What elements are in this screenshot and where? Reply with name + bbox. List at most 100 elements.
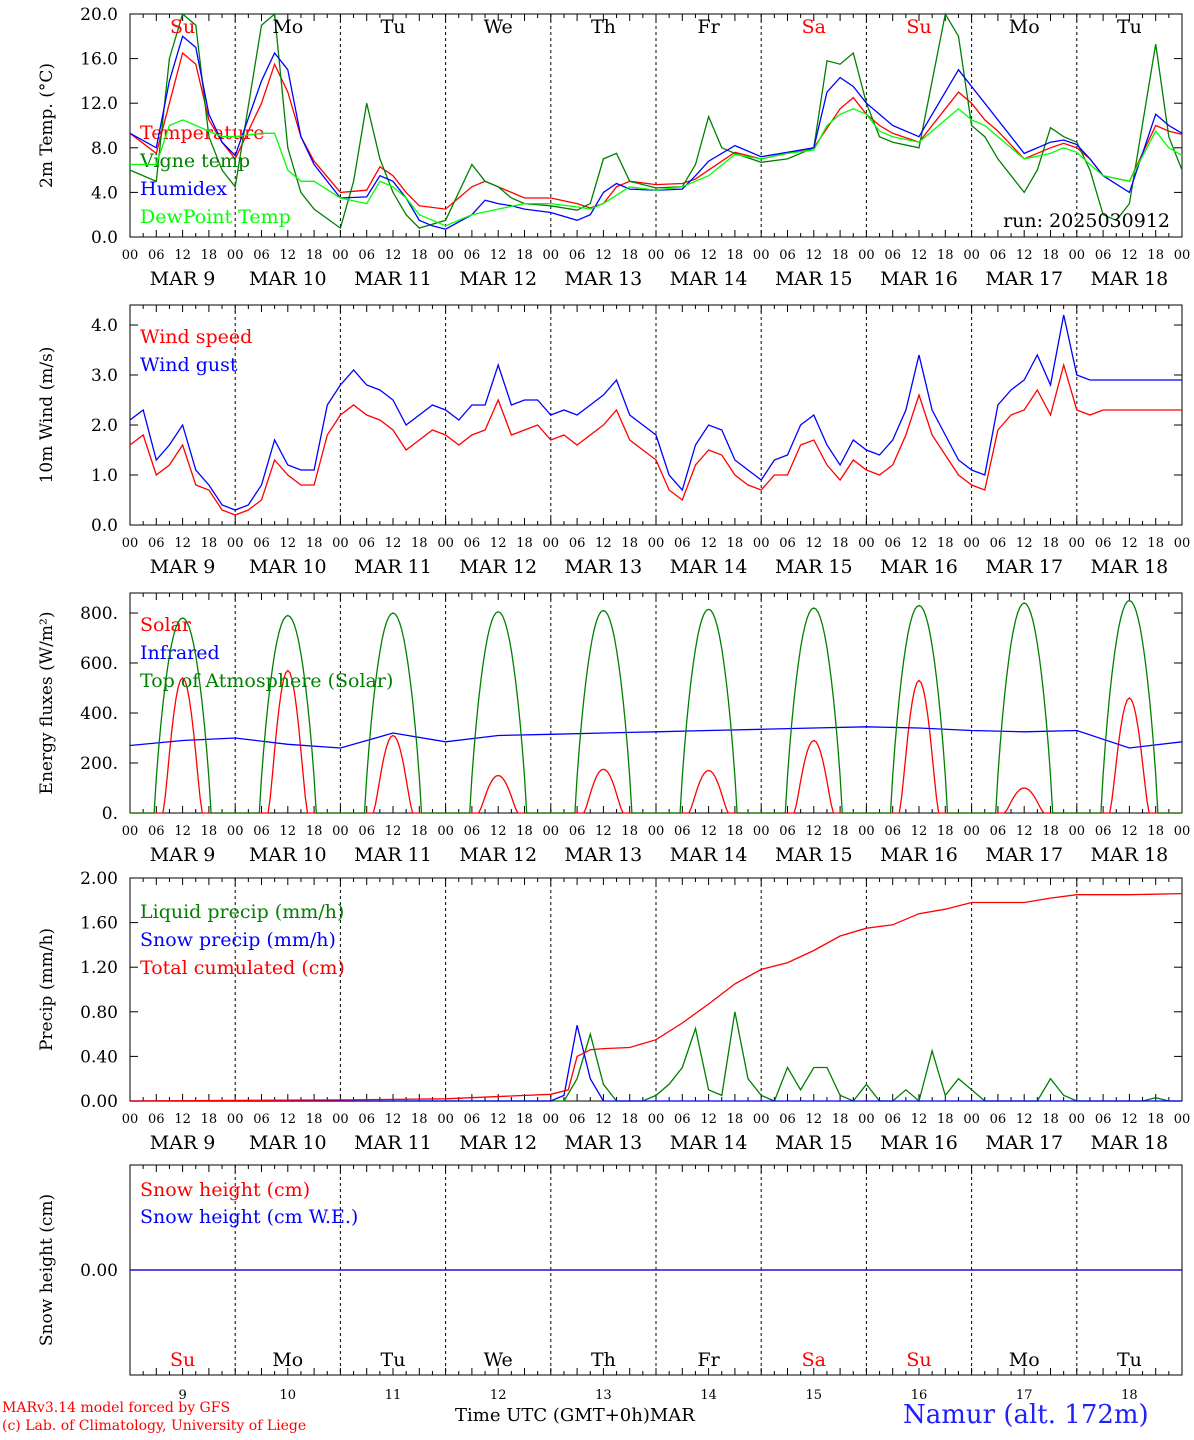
panel-frame xyxy=(129,13,1183,238)
hour-tick-label: 18 xyxy=(516,536,533,551)
hour-tick-label: 06 xyxy=(569,248,586,263)
hour-tick-label: 18 xyxy=(201,248,218,263)
hour-tick-label: 06 xyxy=(1095,248,1112,263)
hour-tick-label: 00 xyxy=(963,824,980,839)
date-label: MAR 9 xyxy=(150,268,216,290)
y-tick-label: 200. xyxy=(80,754,118,774)
hour-tick-label: 18 xyxy=(306,1112,323,1127)
day-number: 13 xyxy=(595,1388,612,1403)
day-name: Su xyxy=(906,16,931,38)
hour-tick-label: 00 xyxy=(963,1112,980,1127)
hour-tick-label: 12 xyxy=(1121,824,1138,839)
y-tick-label: 0. xyxy=(102,804,118,824)
day-number: 12 xyxy=(490,1388,507,1403)
month-label: MAR xyxy=(649,1405,695,1426)
hour-tick-label: 00 xyxy=(122,1112,139,1127)
hour-tick-label: 18 xyxy=(516,248,533,263)
day-number: 14 xyxy=(700,1388,717,1403)
hour-tick-label: 18 xyxy=(1042,1112,1059,1127)
day-name: Sa xyxy=(802,16,826,38)
legend-entry: Total cumulated (cm) xyxy=(140,957,345,979)
date-label: MAR 12 xyxy=(459,844,537,866)
day-name: Su xyxy=(170,1349,195,1371)
date-label: MAR 17 xyxy=(985,844,1063,866)
hour-tick-label: 06 xyxy=(253,536,270,551)
date-label: MAR 17 xyxy=(985,1132,1063,1154)
day-name: Th xyxy=(591,1349,616,1371)
hour-tick-label: 06 xyxy=(569,1112,586,1127)
date-label: MAR 14 xyxy=(670,1132,748,1154)
y-tick-label: 0.00 xyxy=(80,1261,118,1281)
hour-tick-label: 12 xyxy=(1016,248,1033,263)
series-line xyxy=(129,362,1182,516)
hour-tick-label: 06 xyxy=(1095,1112,1112,1127)
hour-tick-label: 18 xyxy=(306,824,323,839)
date-label: MAR 14 xyxy=(670,844,748,866)
y-tick-label: 4.0 xyxy=(91,183,118,203)
hour-tick-label: 06 xyxy=(464,536,481,551)
hour-tick-label: 00 xyxy=(543,824,560,839)
y-tick-label: 0.80 xyxy=(80,1003,118,1023)
day-number: 16 xyxy=(911,1388,928,1403)
hour-tick-label: 18 xyxy=(621,536,638,551)
hour-tick-label: 06 xyxy=(990,824,1007,839)
hour-tick-label: 18 xyxy=(727,536,744,551)
date-label: MAR 10 xyxy=(249,556,327,578)
hour-tick-label: 12 xyxy=(174,1112,191,1127)
hour-tick-label: 06 xyxy=(253,824,270,839)
hour-tick-label: 06 xyxy=(674,824,691,839)
hour-tick-label: 00 xyxy=(753,824,770,839)
day-number: 17 xyxy=(1016,1388,1033,1403)
y-tick-label: 0.0 xyxy=(91,516,118,536)
y-tick-label: 3.0 xyxy=(91,366,118,386)
hour-tick-label: 00 xyxy=(227,824,244,839)
hour-tick-label: 12 xyxy=(280,536,297,551)
hour-tick-label: 18 xyxy=(621,824,638,839)
hour-tick-label: 18 xyxy=(516,824,533,839)
hour-tick-label: 00 xyxy=(1174,1112,1191,1127)
y-tick-label: 800. xyxy=(80,604,118,624)
hour-tick-label: 06 xyxy=(464,1112,481,1127)
hour-tick-label: 00 xyxy=(1069,248,1086,263)
hour-tick-label: 00 xyxy=(1174,824,1191,839)
hour-tick-label: 12 xyxy=(806,248,823,263)
date-label: MAR 15 xyxy=(775,556,853,578)
y-tick-label: 8.0 xyxy=(91,139,118,159)
date-label: MAR 11 xyxy=(354,268,432,290)
date-label: MAR 12 xyxy=(459,556,537,578)
hour-tick-label: 12 xyxy=(490,248,507,263)
legend-entry: Infrared xyxy=(140,642,220,664)
hour-tick-label: 18 xyxy=(832,1112,849,1127)
date-label: MAR 15 xyxy=(775,268,853,290)
legend-entry: Temperature xyxy=(140,122,264,144)
hour-tick-label: 18 xyxy=(832,248,849,263)
hour-tick-label: 00 xyxy=(437,536,454,551)
date-label: MAR 13 xyxy=(565,1132,643,1154)
hour-tick-label: 12 xyxy=(911,248,928,263)
hour-tick-label: 12 xyxy=(911,536,928,551)
hour-tick-label: 00 xyxy=(227,1112,244,1127)
date-label: MAR 18 xyxy=(1091,268,1169,290)
date-label: MAR 18 xyxy=(1091,844,1169,866)
date-label: MAR 9 xyxy=(150,556,216,578)
series-line xyxy=(129,51,1183,210)
hour-tick-label: 06 xyxy=(358,824,375,839)
hour-tick-label: 00 xyxy=(437,824,454,839)
hour-tick-label: 06 xyxy=(779,1112,796,1127)
hour-tick-label: 00 xyxy=(1069,1112,1086,1127)
hour-tick-label: 18 xyxy=(1042,248,1059,263)
day-name: We xyxy=(484,16,513,38)
lab-label: (c) Lab. of Climatology, University of L… xyxy=(2,1418,307,1434)
day-name: Su xyxy=(906,1349,931,1371)
hour-tick-label: 06 xyxy=(884,824,901,839)
hour-tick-label: 06 xyxy=(674,1112,691,1127)
hour-tick-label: 00 xyxy=(753,536,770,551)
series-line xyxy=(129,726,1183,749)
date-label: MAR 16 xyxy=(880,268,958,290)
hour-tick-label: 06 xyxy=(990,1112,1007,1127)
hour-tick-label: 12 xyxy=(174,824,191,839)
hour-tick-label: 12 xyxy=(1121,1112,1138,1127)
hour-tick-label: 12 xyxy=(385,824,402,839)
hour-tick-label: 06 xyxy=(253,248,270,263)
hour-tick-label: 12 xyxy=(174,536,191,551)
